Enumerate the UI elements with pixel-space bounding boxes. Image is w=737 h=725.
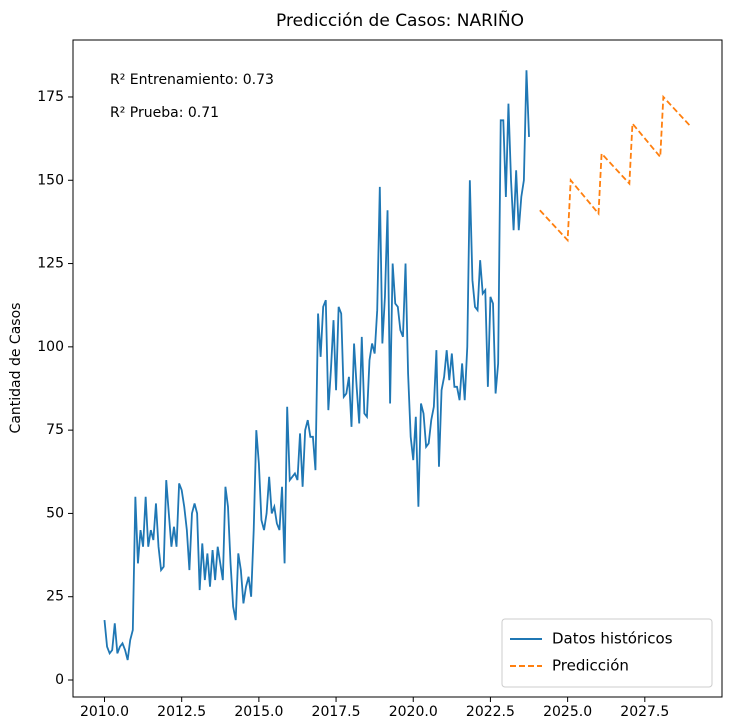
y-tick-label: 125	[37, 256, 64, 272]
legend-label: Datos históricos	[552, 630, 673, 648]
y-tick-label: 25	[46, 589, 64, 605]
x-tick-label: 2017.5	[312, 704, 361, 720]
chart-title: Predicción de Casos: NARIÑO	[276, 9, 524, 31]
x-tick-label: 2010.0	[80, 704, 129, 720]
y-tick-label: 50	[46, 505, 64, 521]
series-line	[539, 94, 692, 243]
x-tick-label: 2025.0	[543, 704, 592, 720]
series-line	[103, 70, 530, 661]
y-tick-label: 175	[37, 89, 64, 105]
x-tick-label: 2022.5	[466, 704, 515, 720]
x-tick-label: 2012.5	[157, 704, 206, 720]
y-tick-label: 0	[55, 672, 64, 688]
legend-label: Predicción	[552, 657, 629, 675]
legend-box	[501, 618, 713, 688]
x-tick-label: 2020.0	[389, 704, 438, 720]
y-axis-label: Cantidad de Casos	[8, 303, 24, 434]
y-tick-label: 100	[37, 339, 64, 355]
y-tick-label: 75	[46, 422, 64, 438]
annotation: R² Entrenamiento: 0.73	[110, 72, 274, 88]
x-tick-label: 2027.5	[620, 704, 669, 720]
y-tick-label: 150	[37, 172, 64, 188]
x-tick-label: 2015.0	[234, 704, 283, 720]
annotation: R² Prueba: 0.71	[110, 105, 219, 121]
plot-frame	[72, 39, 723, 698]
